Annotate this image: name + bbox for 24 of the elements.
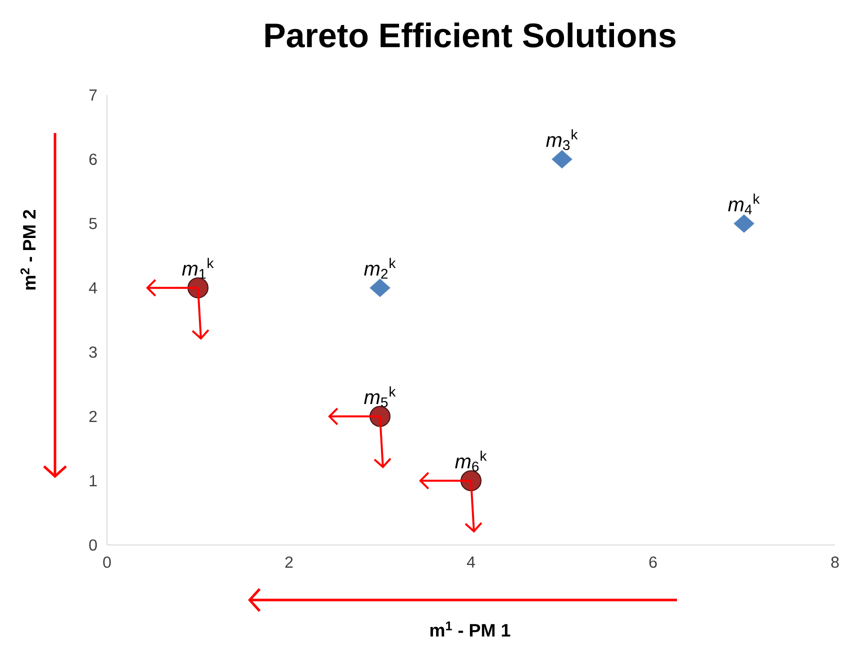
y-tick-label: 5 <box>89 218 97 230</box>
x-tick-label: 2 <box>285 556 293 568</box>
x-tick-label: 4 <box>466 556 475 568</box>
annotation: m$_{2}$k <box>364 258 396 279</box>
x-axis-title: m$^{1}$ - PM 1 <box>430 622 510 636</box>
y-tick-label: 3 <box>89 346 97 358</box>
y-tick-label: 2 <box>89 410 97 422</box>
y-tick-label: 0 <box>89 539 97 551</box>
point <box>734 214 754 233</box>
y-tick-label: 7 <box>89 89 97 100</box>
point <box>552 150 572 168</box>
y-tick-label: 1 <box>90 475 97 486</box>
x-tick-label: 0 <box>103 556 111 568</box>
annotation: m$_{6}$k <box>455 450 487 472</box>
point <box>370 278 390 298</box>
annotation: m$_{4}$k <box>728 194 760 214</box>
annotation: m$_{5}$k <box>364 386 396 408</box>
chart-title: Pareto Efficient Solutions <box>265 22 676 48</box>
y-axis-title: m$^{2}$ - PM 2 <box>20 210 36 290</box>
annotation: m$_{3}$k <box>546 129 578 150</box>
y-tick-label: 4 <box>88 282 98 294</box>
x-tick-label: 8 <box>831 556 839 568</box>
y-tick-label: 6 <box>89 154 97 165</box>
x-tick-label: 6 <box>649 556 657 568</box>
